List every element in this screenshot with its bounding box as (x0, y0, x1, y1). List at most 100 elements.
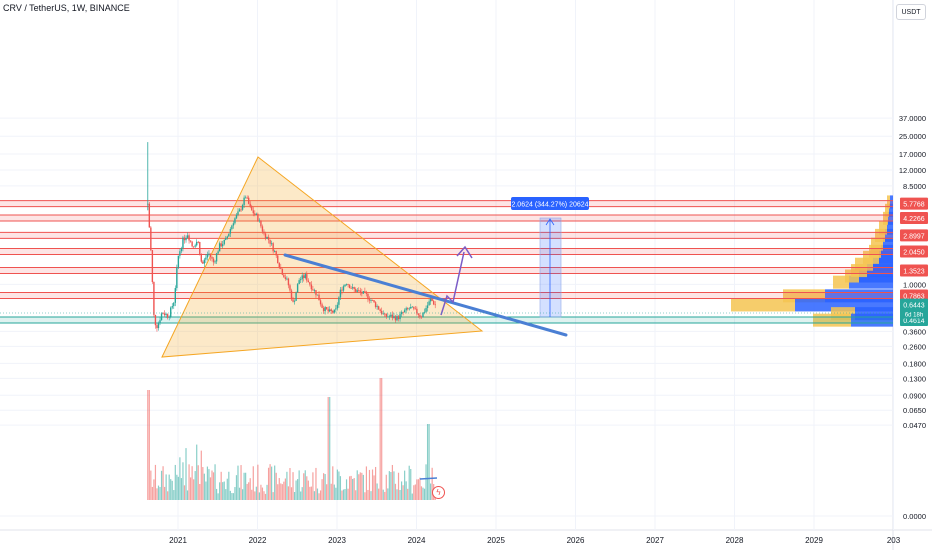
projection-arrow[interactable] (440, 251, 465, 316)
candle-body (283, 274, 285, 278)
volume-bar (361, 472, 363, 500)
candle-body (183, 237, 186, 241)
volume-bar (422, 487, 424, 500)
candle-body (303, 275, 305, 279)
volume-bar (157, 485, 160, 500)
volume-bar (394, 483, 397, 500)
volume-bar (348, 476, 351, 500)
candle-body (408, 308, 410, 310)
candle-body (196, 241, 198, 246)
candle-body (301, 275, 303, 280)
candle-body (215, 253, 218, 262)
candle-body (397, 316, 400, 320)
candle-body (329, 309, 331, 312)
volume-bar (388, 471, 390, 500)
profile-bar-sell (885, 228, 893, 242)
trend-line[interactable] (283, 253, 568, 337)
candle-body (257, 213, 259, 221)
volume-bar (170, 479, 172, 500)
price-tick-label: 1.0000 (903, 280, 926, 289)
candle-body (295, 292, 297, 301)
volume-bar (278, 478, 280, 500)
candle-body (206, 254, 209, 258)
volume-bar (225, 489, 227, 500)
volume-bar (339, 476, 342, 500)
lightning-icon[interactable]: ϟ (432, 486, 445, 499)
candle-body (200, 254, 202, 262)
volume-bar (179, 457, 181, 500)
level-band[interactable] (0, 267, 893, 274)
candle-body (275, 251, 277, 256)
volume-bar (203, 473, 205, 500)
price-badge-label: 2.8997 (903, 233, 925, 240)
candle-body (186, 235, 189, 238)
profile-bar-sell (887, 221, 893, 235)
candle-body (342, 286, 345, 291)
volume-bar (188, 464, 190, 500)
candle-body (309, 282, 311, 285)
level-band[interactable] (0, 215, 893, 222)
volume-bar (197, 465, 199, 500)
volume-bar (298, 470, 300, 500)
price-tick-label: 25.0000 (899, 132, 926, 141)
candle-body (191, 241, 193, 247)
volume-bar (271, 466, 273, 500)
candle-body (429, 298, 432, 302)
candle-body (156, 325, 158, 329)
level-band[interactable] (0, 232, 893, 239)
volume-bar (428, 424, 430, 500)
candle-body (393, 316, 395, 318)
volume-bar (283, 481, 285, 500)
level-band[interactable] (0, 317, 893, 324)
volume-bar (220, 471, 222, 500)
volume-bar (390, 472, 392, 500)
time-axis[interactable]: 2021 2022 2023 2024 2025 2026 2027 2028 2029 203 (169, 536, 901, 545)
volume-bar (342, 489, 345, 500)
price-badge (900, 289, 928, 302)
candle-body (417, 313, 420, 315)
level-band[interactable] (0, 200, 893, 207)
candle-body (232, 223, 235, 226)
candle-body (197, 241, 199, 243)
candle-body (267, 236, 270, 240)
candle-body (165, 314, 167, 316)
volume-bar (293, 491, 296, 500)
candle-body (286, 278, 288, 280)
volume-bar (353, 478, 355, 500)
currency-button[interactable]: USDT (896, 4, 926, 20)
volume-bar (151, 486, 153, 500)
volume-bar (229, 490, 231, 500)
volume-bar (365, 466, 368, 500)
level-band[interactable] (0, 248, 893, 255)
volume-bar (200, 450, 202, 500)
candle-body (353, 287, 355, 290)
candle-body (377, 306, 380, 310)
profile-bar-sell (890, 195, 893, 209)
candle-body (387, 316, 389, 318)
price-axis[interactable]: 37.0000 25.0000 17.0000 12.0000 8.5000 1.0000… (899, 114, 926, 521)
candle-body (171, 306, 173, 308)
volume-bar (252, 466, 254, 500)
profile-bar-buy (879, 221, 887, 235)
candle-body (173, 302, 175, 307)
volume-bar (324, 474, 326, 500)
plot-area[interactable] (0, 0, 893, 530)
candle-body (336, 304, 339, 309)
candle-body (381, 310, 383, 314)
volume-bar (211, 470, 213, 500)
price-badge-label: 4.2266 (903, 216, 925, 223)
profile-bar-buy (731, 298, 795, 312)
candle-body (260, 220, 262, 227)
candle-body (157, 323, 160, 329)
candle-body (361, 291, 363, 294)
candle-body (307, 280, 310, 283)
candle-body (272, 243, 274, 252)
candle-body (373, 300, 375, 303)
candle-body (322, 307, 325, 312)
price-range-measure[interactable] (539, 217, 562, 318)
grid-lines (0, 0, 894, 530)
volume-bar (264, 493, 267, 500)
volume-bar (321, 479, 323, 500)
volume-bar (315, 467, 317, 500)
